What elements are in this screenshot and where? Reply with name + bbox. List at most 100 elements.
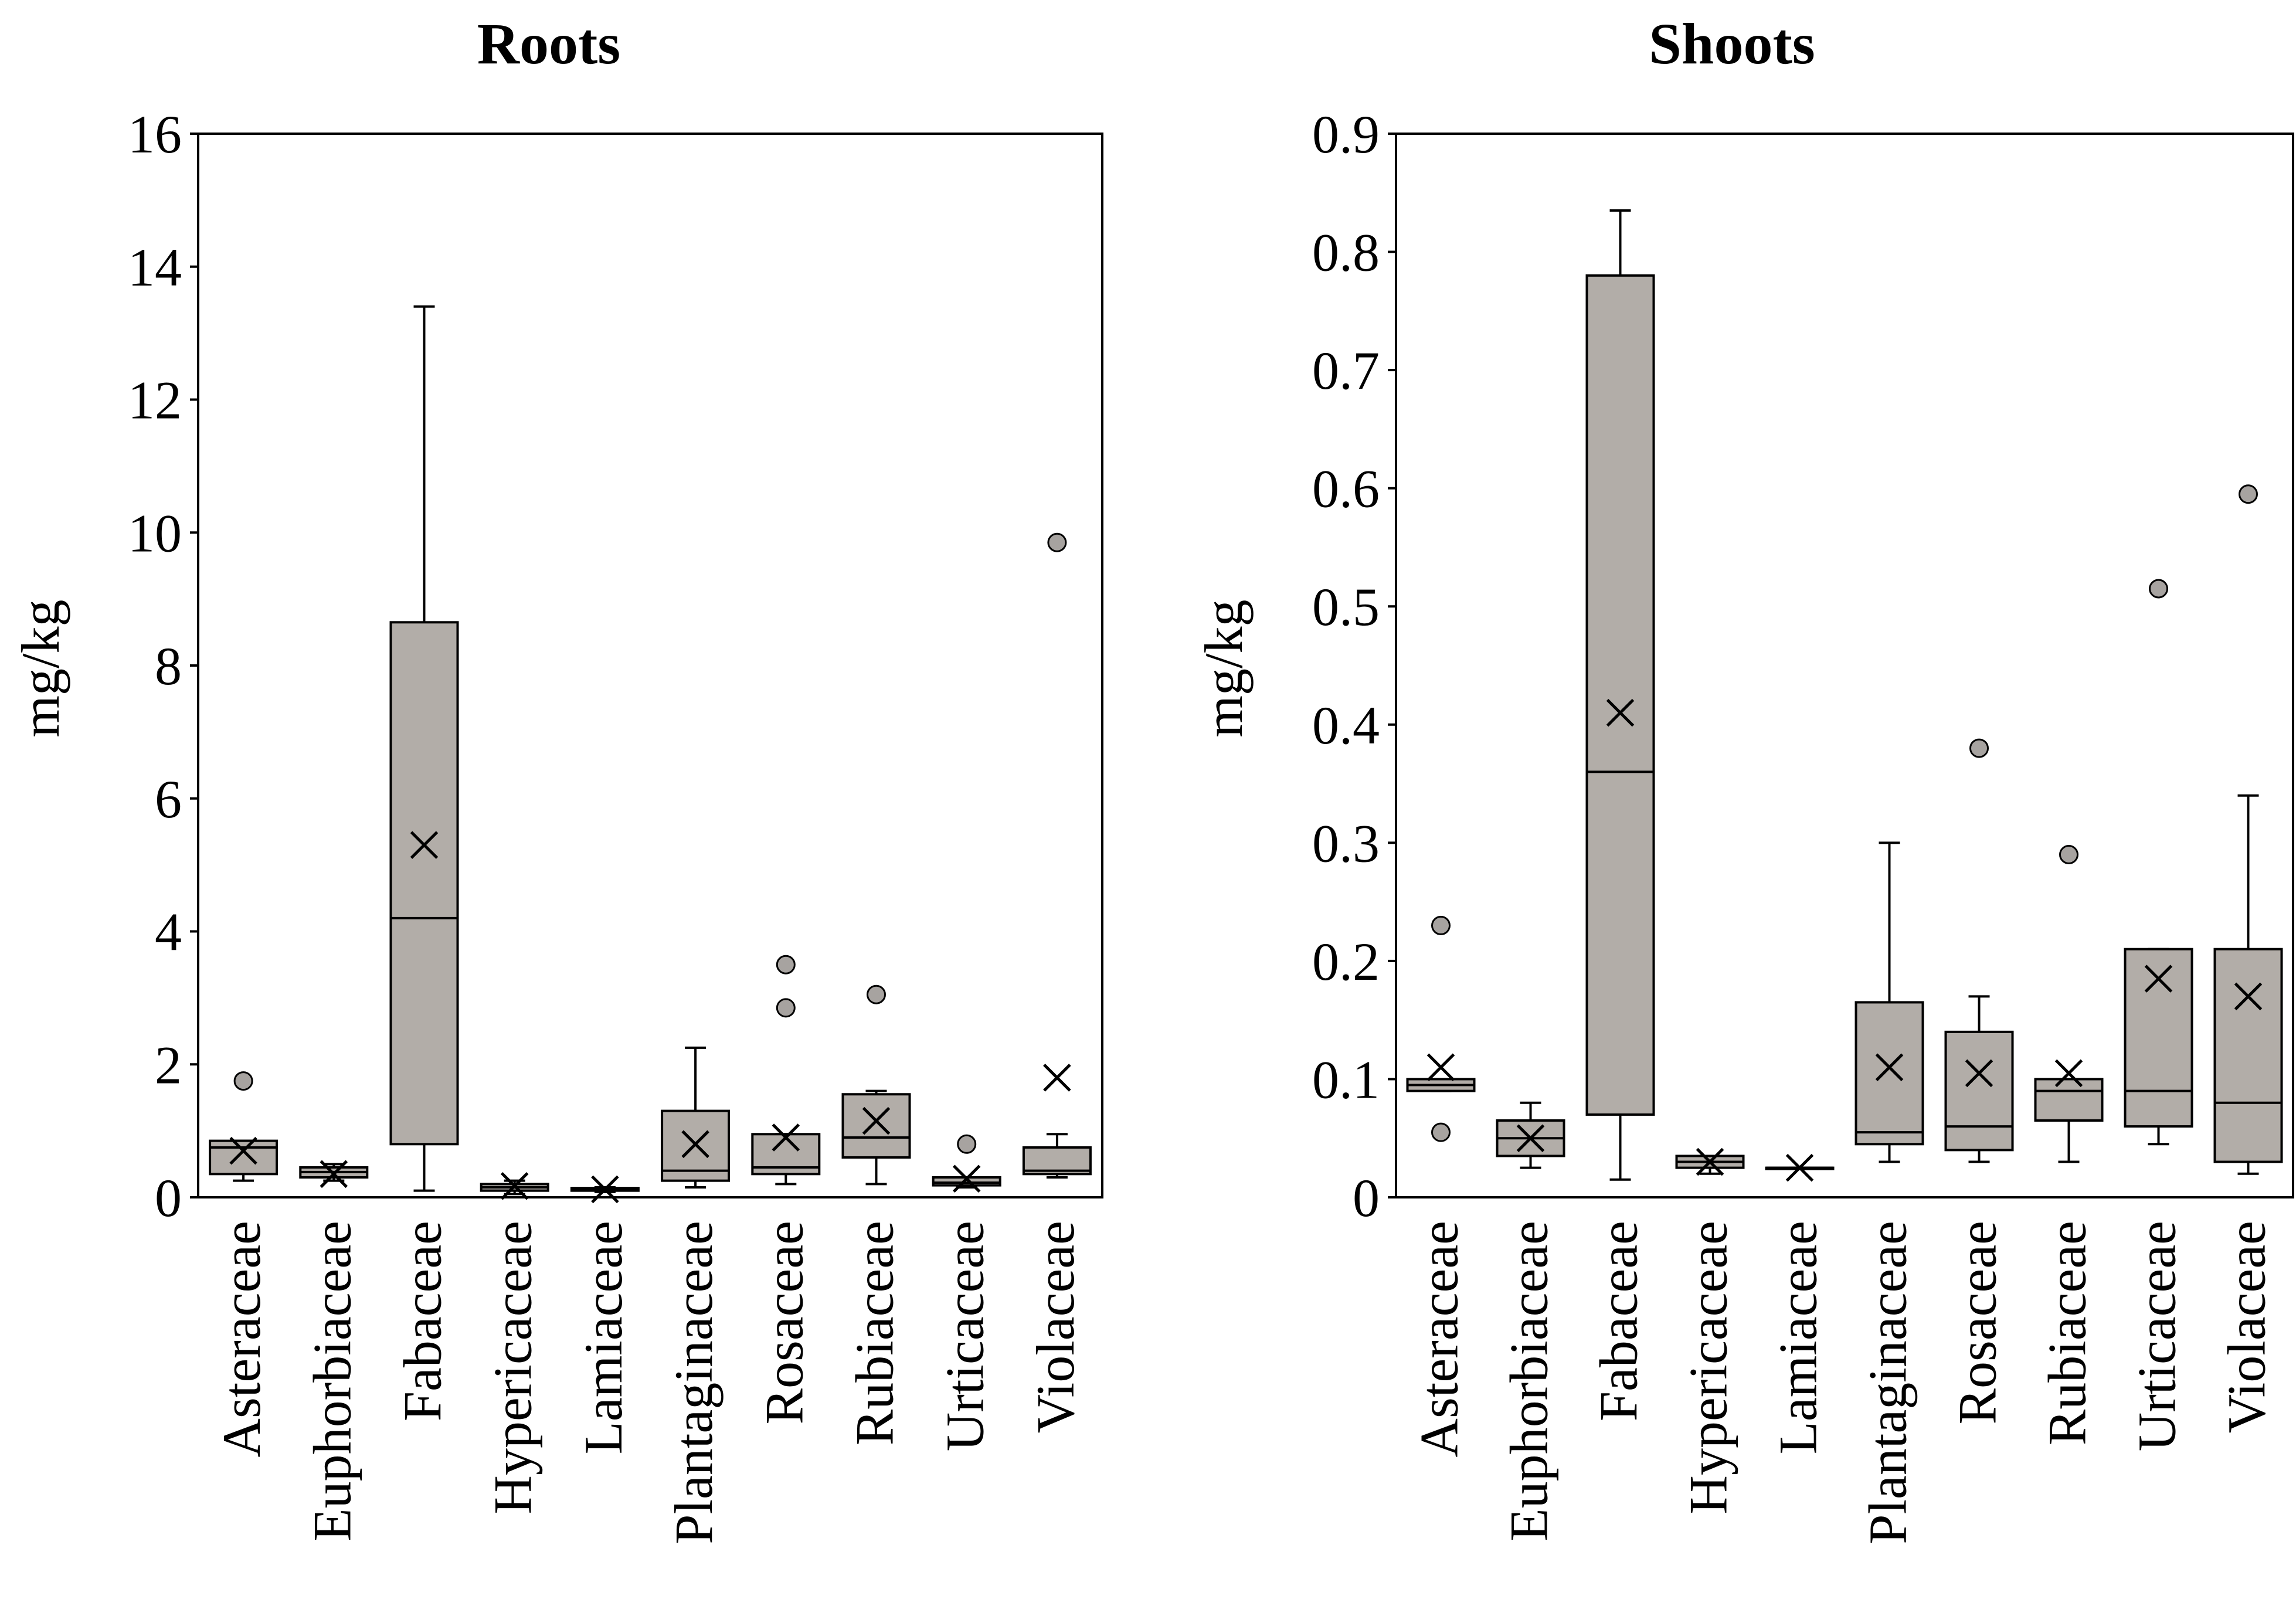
shoots-plot-frame: [1395, 133, 2294, 1198]
shoots-chart-title: Shoots: [1649, 11, 1815, 76]
shoots-x-label-rosaceae: Rosaceae: [1948, 1221, 2008, 1424]
shoots-y-tick-label: 0.8: [1312, 223, 1380, 283]
shoots-plantaginaceae-iqr-box: [1855, 1001, 1924, 1146]
shoots-fabaceae-box-plot: [1585, 209, 1655, 1181]
roots-x-label-asteraceae: Asteraceae: [212, 1221, 271, 1457]
roots-y-axis-label: mg/kg: [11, 599, 70, 737]
shoots-rubiaceae-box-plot: [2034, 844, 2104, 1163]
shoots-y-tick-label: 0.5: [1312, 577, 1380, 637]
roots-x-label-hypericaceae: Hypericaceae: [483, 1221, 543, 1514]
shoots-rosaceae-mean-marker: [1965, 1059, 1993, 1088]
roots-euphorbiaceae-mean-marker: [320, 1160, 348, 1189]
shoots-asteraceae-box-plot: [1406, 915, 1476, 1142]
roots-x-label-rubiaceae: Rubiaceae: [845, 1221, 905, 1445]
roots-asteraceae-outlier-point: [233, 1071, 253, 1091]
shoots-violaceae-outlier-point: [2239, 484, 2258, 504]
roots-rosaceae-box-plot: [751, 955, 821, 1186]
shoots-rosaceae-box-plot: [1944, 738, 2014, 1163]
roots-rosaceae-mean-marker: [772, 1123, 800, 1152]
roots-rosaceae-outlier-point: [776, 998, 796, 1018]
roots-y-tick-label: 2: [155, 1035, 182, 1095]
roots-y-tick-label: 12: [128, 371, 182, 430]
shoots-x-label-plantaginaceae: Plantaginaceae: [1858, 1221, 1918, 1544]
roots-panel: Roots mg/kg 0 2 4 6 8 10 12 14 16 Asteraceae Euphorb…: [11, 11, 1103, 1544]
shoots-fabaceae-iqr-box: [1585, 274, 1655, 1116]
shoots-urticaceae-mean-marker: [2144, 965, 2173, 993]
shoots-violaceae-iqr-box: [2213, 948, 2283, 1163]
shoots-panel: Shoots mg/kg 0 0.1 0.2 0.3 0.4 0.5 0.6 0.7 0.8 0.9 A…: [1194, 11, 2294, 1544]
shoots-y-tick-label: 0.3: [1312, 813, 1380, 873]
roots-fabaceae-iqr-box: [389, 621, 459, 1146]
roots-lamiaceae-mean-marker: [591, 1175, 619, 1204]
shoots-rubiaceae-iqr-box: [2034, 1078, 2104, 1122]
shoots-lamiaceae-mean-marker: [1785, 1153, 1814, 1182]
shoots-rosaceae-iqr-box: [1944, 1030, 2014, 1152]
shoots-euphorbiaceae-mean-marker: [1516, 1124, 1545, 1152]
roots-x-label-fabaceae: Fabaceae: [393, 1221, 453, 1421]
shoots-y-tick-label: 0: [1353, 1168, 1380, 1228]
shoots-asteraceae-outlier-point: [1431, 915, 1451, 935]
roots-fabaceae-box-plot: [389, 305, 459, 1192]
roots-x-label-plantaginaceae: Plantaginaceae: [664, 1221, 724, 1544]
roots-hypericaceae-box-plot: [480, 1172, 549, 1200]
shoots-x-label-urticaceae: Urticaceae: [2127, 1221, 2187, 1451]
roots-urticaceae-box-plot: [932, 1134, 1001, 1193]
roots-y-tick-label: 14: [128, 237, 182, 297]
shoots-lamiaceae-box-plot: [1765, 1153, 1835, 1182]
roots-fabaceae-mean-marker: [410, 831, 439, 859]
roots-lamiaceae-box-plot: [570, 1175, 640, 1204]
shoots-urticaceae-iqr-box: [2124, 948, 2193, 1128]
roots-x-label-lamiaceae: Lamiaceae: [573, 1221, 633, 1454]
roots-x-label-violaceae: Violaceae: [1025, 1221, 1085, 1433]
shoots-hypericaceae-box-plot: [1675, 1147, 1745, 1176]
roots-violaceae-mean-marker: [1043, 1064, 1071, 1092]
roots-euphorbiaceae-box-plot: [299, 1160, 369, 1189]
roots-rubiaceae-outlier-point: [867, 984, 886, 1004]
roots-asteraceae-box-plot: [209, 1071, 278, 1182]
roots-plantaginaceae-mean-marker: [681, 1130, 709, 1159]
roots-y-tick-label: 6: [155, 769, 182, 829]
roots-violaceae-box-plot: [1022, 532, 1092, 1179]
roots-asteraceae-iqr-box: [209, 1139, 278, 1176]
shoots-rosaceae-outlier-point: [1969, 738, 1989, 758]
roots-chart-title: Roots: [477, 11, 620, 76]
shoots-x-label-lamiaceae: Lamiaceae: [1768, 1221, 1828, 1454]
shoots-x-label-rubiaceae: Rubiaceae: [2037, 1221, 2097, 1445]
shoots-y-tick-label: 0.4: [1312, 695, 1380, 755]
roots-y-tick-label: 4: [155, 902, 182, 962]
shoots-asteraceae-outlier-point: [1431, 1122, 1451, 1142]
roots-rubiaceae-box-plot: [841, 984, 911, 1186]
shoots-plantaginaceae-box-plot: [1855, 841, 1924, 1163]
shoots-rubiaceae-outlier-point: [2059, 844, 2078, 864]
roots-rubiaceae-mean-marker: [862, 1106, 891, 1135]
shoots-euphorbiaceae-box-plot: [1496, 1101, 1565, 1169]
shoots-y-tick-label: 0.2: [1312, 932, 1380, 992]
roots-y-tick-label: 0: [155, 1168, 182, 1228]
shoots-y-axis-label: mg/kg: [1194, 599, 1254, 737]
shoots-x-label-fabaceae: Fabaceae: [1589, 1221, 1649, 1421]
shoots-x-label-hypericaceae: Hypericaceae: [1679, 1221, 1738, 1514]
shoots-x-label-euphorbiaceae: Euphorbiaceae: [1499, 1221, 1559, 1541]
shoots-y-tick-label: 0.1: [1312, 1050, 1380, 1109]
roots-hypericaceae-mean-marker: [500, 1172, 529, 1200]
roots-urticaceae-mean-marker: [952, 1164, 981, 1193]
shoots-violaceae-box-plot: [2213, 484, 2283, 1175]
shoots-y-tick-label: 0.6: [1312, 459, 1380, 519]
roots-y-tick-label: 16: [128, 104, 182, 164]
shoots-hypericaceae-mean-marker: [1696, 1147, 1724, 1176]
shoots-y-tick-label: 0.9: [1312, 104, 1380, 164]
shoots-plantaginaceae-mean-marker: [1875, 1053, 1904, 1082]
roots-y-tick-label: 10: [128, 503, 182, 563]
roots-y-tick-label: 8: [155, 636, 182, 696]
shoots-fabaceae-mean-marker: [1606, 698, 1635, 727]
shoots-violaceae-mean-marker: [2234, 982, 2263, 1011]
shoots-y-tick-label: 0.7: [1312, 341, 1380, 400]
roots-x-label-urticaceae: Urticaceae: [935, 1221, 995, 1451]
shoots-urticaceae-outlier-point: [2149, 579, 2168, 599]
shoots-rubiaceae-mean-marker: [2054, 1059, 2083, 1088]
roots-x-label-euphorbiaceae: Euphorbiaceae: [302, 1221, 362, 1541]
roots-rubiaceae-iqr-box: [841, 1093, 911, 1159]
shoots-x-label-asteraceae: Asteraceae: [1409, 1221, 1469, 1457]
shoots-x-label-violaceae: Violaceae: [2217, 1221, 2277, 1433]
roots-asteraceae-mean-marker: [229, 1136, 257, 1165]
